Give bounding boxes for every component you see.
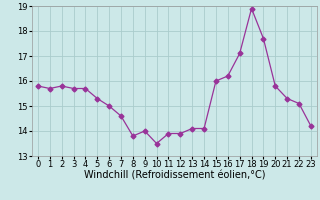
X-axis label: Windchill (Refroidissement éolien,°C): Windchill (Refroidissement éolien,°C) xyxy=(84,171,265,181)
